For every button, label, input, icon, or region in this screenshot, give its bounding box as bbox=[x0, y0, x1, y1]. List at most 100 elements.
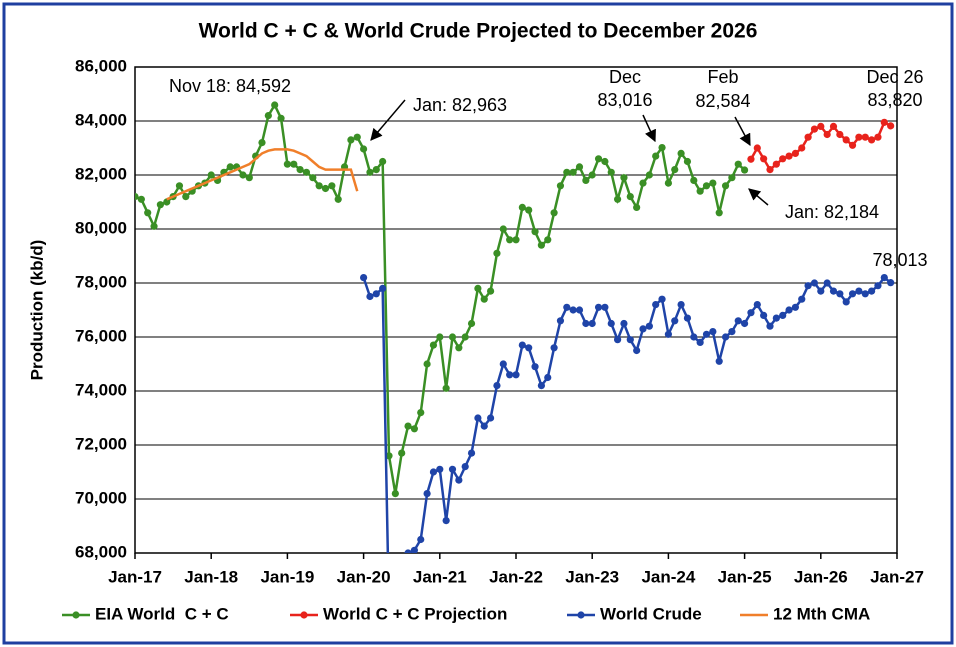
data-point bbox=[436, 465, 444, 473]
data-point bbox=[404, 549, 412, 553]
data-point bbox=[334, 195, 342, 203]
annotation: Dec bbox=[609, 67, 641, 87]
data-point bbox=[836, 130, 844, 139]
data-point bbox=[798, 295, 806, 303]
data-point bbox=[499, 360, 507, 368]
legend-marker bbox=[300, 611, 308, 619]
data-point bbox=[868, 287, 876, 295]
data-point bbox=[664, 330, 673, 338]
data-point bbox=[829, 287, 838, 295]
y-tick-label: 80,000 bbox=[75, 218, 127, 237]
data-point bbox=[747, 309, 755, 317]
data-point bbox=[645, 322, 653, 330]
data-point bbox=[836, 290, 844, 298]
data-point bbox=[842, 136, 850, 144]
data-point bbox=[721, 333, 730, 341]
y-axis-label: Production (kb/d) bbox=[27, 240, 46, 381]
data-point bbox=[487, 287, 495, 295]
data-point bbox=[798, 144, 806, 152]
y-tick-label: 74,000 bbox=[75, 380, 127, 399]
data-point bbox=[156, 201, 164, 209]
data-point bbox=[639, 179, 647, 187]
data-point bbox=[715, 209, 723, 217]
data-point bbox=[772, 160, 780, 168]
data-point bbox=[690, 176, 698, 184]
data-point bbox=[804, 133, 812, 141]
data-point bbox=[766, 166, 774, 174]
data-point bbox=[645, 171, 653, 179]
data-point bbox=[315, 182, 323, 190]
data-point bbox=[652, 301, 660, 309]
chart-title: World C + C & World Crude Projected to D… bbox=[199, 20, 758, 43]
data-point bbox=[544, 236, 552, 244]
data-point bbox=[861, 290, 869, 298]
data-point bbox=[404, 422, 412, 430]
data-point bbox=[556, 317, 565, 325]
data-point bbox=[747, 155, 755, 163]
data-point bbox=[785, 306, 793, 314]
data-point bbox=[467, 319, 476, 328]
annotation: 78,013 bbox=[872, 250, 927, 270]
data-point bbox=[480, 295, 488, 303]
data-point bbox=[429, 341, 438, 349]
data-point bbox=[455, 344, 463, 352]
data-point bbox=[690, 333, 698, 341]
data-point bbox=[874, 282, 882, 290]
data-point bbox=[760, 155, 768, 163]
annotation: Feb bbox=[707, 67, 738, 87]
legend-label: EIA World C + C bbox=[95, 604, 229, 623]
data-point bbox=[271, 101, 279, 109]
data-point bbox=[658, 143, 666, 152]
data-point bbox=[429, 468, 438, 476]
data-point bbox=[461, 333, 469, 341]
data-point bbox=[467, 449, 476, 457]
data-point bbox=[442, 517, 450, 525]
data-point bbox=[264, 112, 272, 120]
y-tick-label: 72,000 bbox=[75, 434, 127, 453]
data-point bbox=[696, 338, 704, 346]
data-point bbox=[423, 360, 431, 368]
data-point bbox=[709, 328, 717, 336]
x-tick-label: Jan-21 bbox=[413, 567, 467, 586]
series-line bbox=[166, 148, 359, 201]
x-tick-label: Jan-18 bbox=[184, 567, 238, 586]
data-point bbox=[760, 311, 768, 319]
y-tick-label: 78,000 bbox=[75, 272, 127, 291]
data-point bbox=[817, 122, 825, 130]
legend-marker bbox=[577, 611, 585, 619]
data-point bbox=[709, 179, 717, 187]
data-point bbox=[734, 160, 742, 168]
data-point bbox=[226, 163, 234, 171]
data-point bbox=[855, 287, 863, 295]
arrows bbox=[370, 99, 769, 206]
data-point bbox=[848, 290, 857, 298]
data-point bbox=[677, 149, 685, 157]
legend: EIA World C + C World C + C Projection Wor… bbox=[62, 604, 870, 623]
data-point bbox=[144, 209, 152, 217]
x-tick-label: Jan-19 bbox=[260, 567, 314, 586]
data-point bbox=[607, 168, 615, 176]
legend-label: World C + C Projection bbox=[323, 604, 507, 623]
data-point bbox=[861, 133, 869, 141]
data-point bbox=[455, 476, 463, 484]
data-point bbox=[353, 133, 361, 141]
x-tick-label: Jan-24 bbox=[641, 567, 695, 586]
data-point bbox=[842, 298, 850, 306]
data-point bbox=[810, 125, 819, 133]
legend-label: 12 Mth CMA bbox=[773, 604, 870, 623]
data-point bbox=[239, 171, 247, 179]
data-point bbox=[741, 319, 749, 328]
data-point bbox=[550, 209, 558, 217]
data-point bbox=[379, 157, 387, 166]
data-point bbox=[779, 311, 787, 319]
data-point bbox=[772, 314, 780, 322]
data-point bbox=[480, 422, 488, 430]
data-point bbox=[366, 292, 374, 301]
data-point bbox=[601, 303, 609, 311]
data-point bbox=[588, 319, 596, 328]
data-point bbox=[321, 184, 330, 193]
data-point bbox=[290, 160, 298, 168]
data-point bbox=[499, 225, 507, 233]
arrow bbox=[642, 114, 656, 143]
